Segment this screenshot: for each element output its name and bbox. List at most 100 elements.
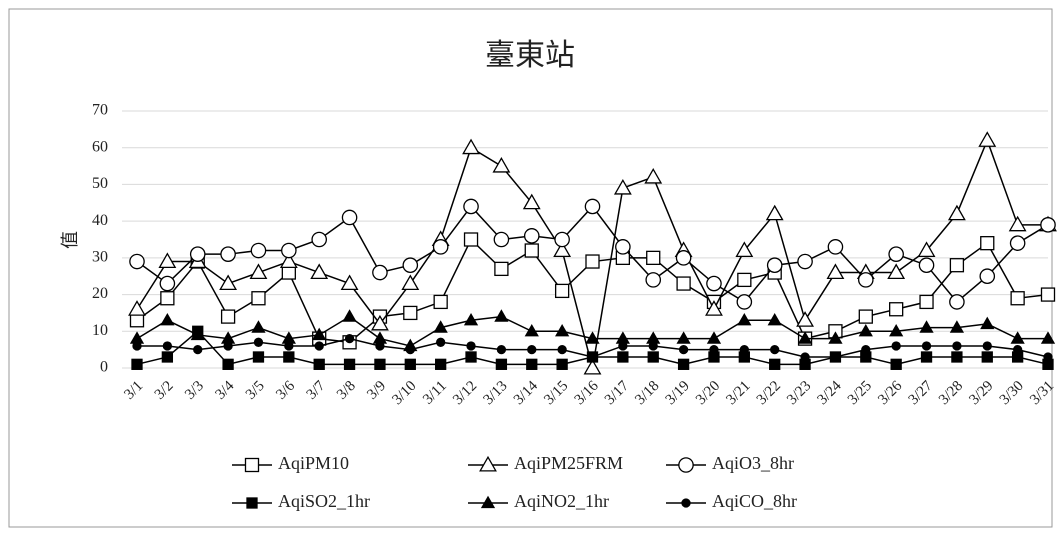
- marker: [341, 209, 358, 226]
- marker: [557, 344, 567, 355]
- marker: [981, 351, 993, 363]
- marker: [980, 236, 995, 251]
- marker: [251, 320, 266, 333]
- marker: [921, 341, 932, 351]
- legend-label: AqiO3_8hr: [712, 453, 794, 473]
- marker: [647, 351, 659, 363]
- marker: [677, 358, 690, 370]
- marker: [949, 258, 965, 273]
- marker: [372, 264, 388, 281]
- marker: [524, 323, 539, 337]
- marker: [796, 311, 814, 327]
- marker: [644, 167, 663, 184]
- marker: [496, 344, 507, 355]
- marker: [1012, 344, 1023, 355]
- y-tick-label: 40: [92, 212, 108, 229]
- marker: [494, 309, 509, 322]
- marker: [249, 263, 268, 280]
- marker: [615, 239, 631, 255]
- marker: [1043, 352, 1053, 362]
- marker: [949, 320, 965, 333]
- marker: [250, 242, 267, 259]
- marker: [553, 241, 572, 258]
- marker: [526, 358, 538, 370]
- marker: [158, 252, 177, 269]
- marker: [311, 231, 328, 248]
- chart-title: 臺東站: [485, 39, 575, 72]
- marker: [466, 341, 476, 351]
- y-tick-label: 10: [92, 322, 108, 339]
- marker: [342, 309, 357, 322]
- marker: [767, 312, 782, 326]
- y-tick-label: 50: [92, 175, 108, 192]
- y-tick-label: 20: [92, 285, 108, 302]
- marker: [554, 283, 570, 299]
- series: [129, 232, 1056, 350]
- marker: [465, 351, 477, 363]
- marker: [463, 232, 479, 247]
- marker: [129, 253, 145, 270]
- marker: [675, 250, 692, 266]
- marker: [160, 312, 175, 326]
- marker: [797, 253, 813, 270]
- marker: [709, 344, 719, 355]
- marker: [313, 358, 325, 370]
- marker: [706, 275, 722, 292]
- marker: [618, 341, 628, 351]
- marker: [162, 341, 173, 351]
- marker: [678, 344, 689, 355]
- legend-label: AqiPM10: [278, 453, 349, 473]
- marker: [523, 228, 540, 244]
- legend-label: AqiPM25FRM: [514, 453, 623, 473]
- marker: [340, 274, 359, 291]
- marker: [980, 316, 995, 330]
- marker: [1010, 331, 1025, 344]
- marker: [344, 333, 355, 344]
- marker: [522, 193, 541, 210]
- marker: [432, 239, 449, 255]
- marker: [828, 331, 843, 344]
- marker: [494, 261, 509, 277]
- series: [129, 198, 1056, 310]
- marker: [887, 263, 906, 280]
- marker: [401, 274, 420, 291]
- marker: [861, 344, 871, 355]
- marker: [613, 178, 632, 195]
- marker: [585, 331, 600, 344]
- marker: [1040, 217, 1056, 233]
- marker: [281, 242, 297, 259]
- marker: [1040, 331, 1056, 344]
- legend-marker: [681, 498, 691, 508]
- marker: [952, 341, 962, 351]
- marker: [951, 351, 963, 363]
- marker: [527, 344, 537, 355]
- marker: [374, 358, 386, 370]
- marker: [736, 294, 753, 310]
- marker: [284, 341, 294, 351]
- marker: [889, 323, 904, 337]
- marker: [403, 305, 418, 321]
- series: [128, 131, 1057, 375]
- y-tick-label: 30: [92, 249, 108, 266]
- marker: [617, 351, 629, 363]
- marker: [979, 268, 996, 285]
- marker: [252, 351, 265, 363]
- legend-marker: [246, 497, 258, 509]
- marker: [830, 352, 841, 362]
- marker: [919, 320, 934, 333]
- legend-label: AqiCO_8hr: [712, 491, 797, 511]
- marker: [1010, 291, 1025, 306]
- marker: [189, 246, 206, 262]
- marker: [587, 352, 598, 362]
- marker: [375, 341, 385, 351]
- marker: [495, 358, 508, 370]
- marker: [800, 352, 810, 362]
- legend-marker: [479, 455, 497, 472]
- marker: [1008, 215, 1027, 232]
- marker: [891, 341, 901, 351]
- marker: [463, 198, 479, 215]
- marker: [858, 323, 873, 337]
- marker: [797, 331, 813, 344]
- marker: [583, 358, 602, 375]
